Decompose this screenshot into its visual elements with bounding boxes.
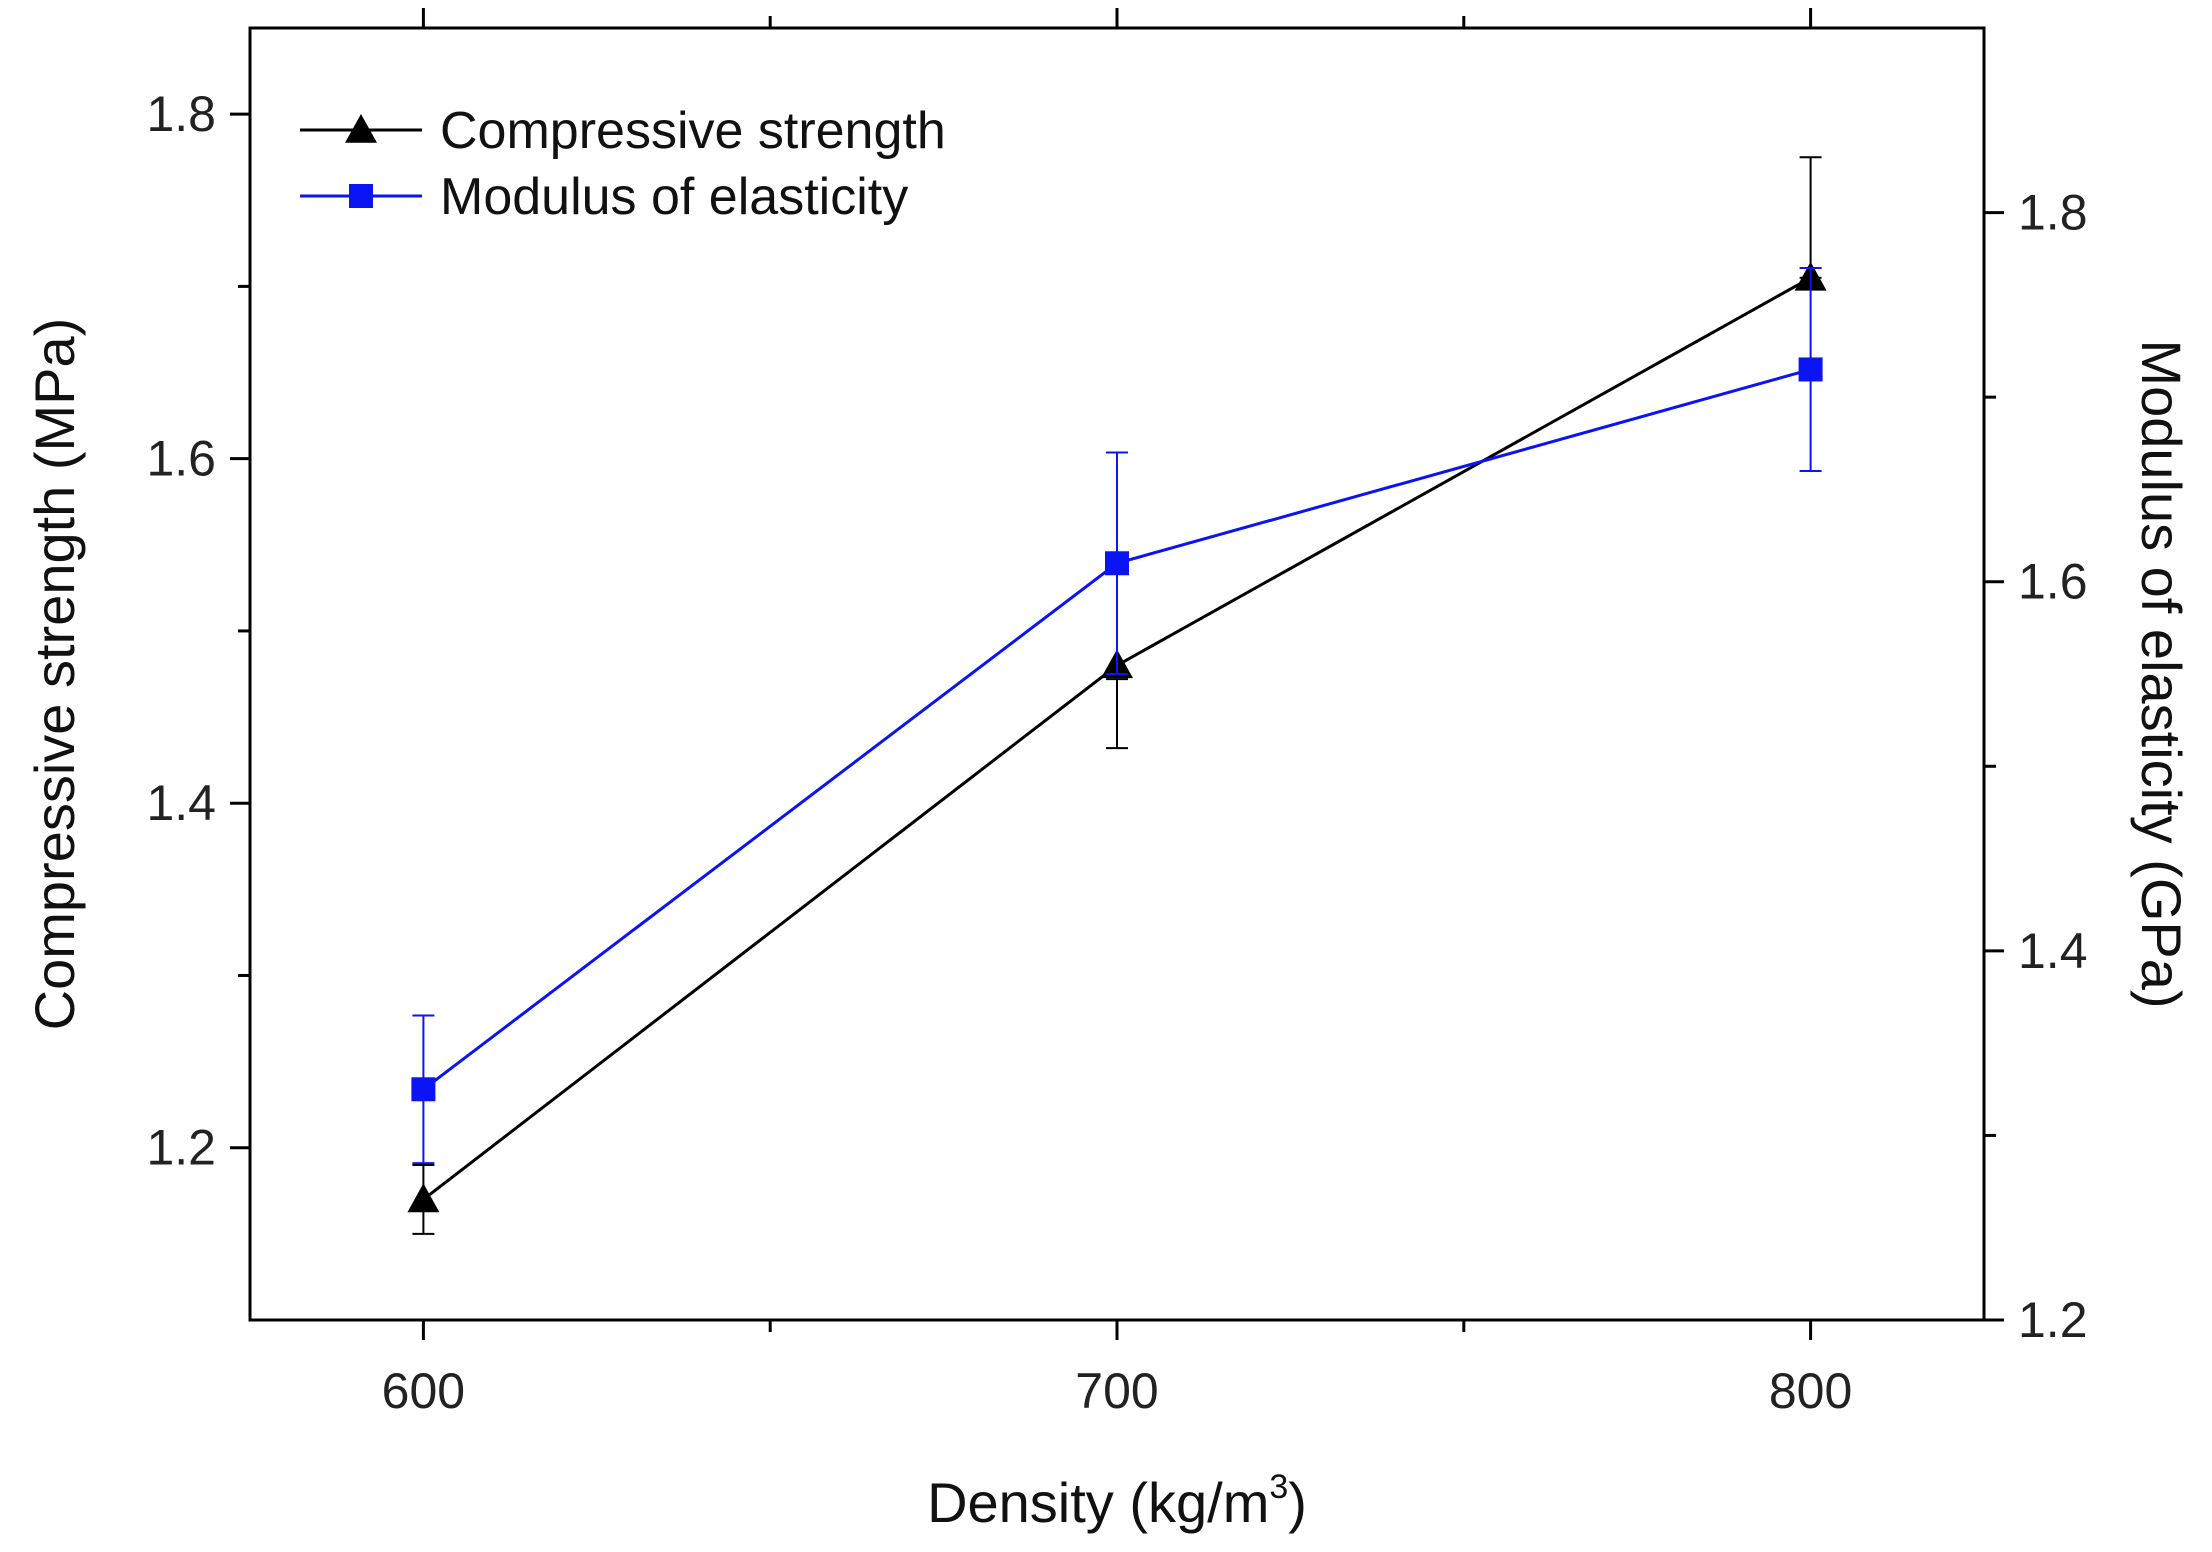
y-left-tick-label: 1.4 <box>146 775 216 831</box>
y-right-tick-label: 1.4 <box>2018 923 2088 979</box>
x-tick-label: 800 <box>1769 1363 1852 1419</box>
x-axis-title: Density (kg/m3) <box>927 1468 1307 1534</box>
tick-labels: 600 700 800 1.2 1.4 1.6 1.8 1.2 1.4 1.6 1.8 <box>146 86 2087 1419</box>
data-point <box>407 1183 440 1213</box>
axis-ticks <box>230 8 2004 1340</box>
y-axis-right-title: Modulus of elasticity (GPa) <box>2130 339 2193 1008</box>
legend-item: Compressive strength <box>300 102 946 160</box>
y-right-tick-label: 1.2 <box>2018 1292 2088 1348</box>
data-point <box>1798 357 1823 382</box>
y-left-tick-label: 1.8 <box>146 86 216 142</box>
legend-marker <box>349 184 373 208</box>
y-left-tick-label: 1.2 <box>146 1120 216 1176</box>
x-axis-title-suffix: ) <box>1288 1471 1307 1534</box>
series-modulus-of-elasticity <box>411 266 1823 1165</box>
data-point <box>1105 551 1129 576</box>
legend: Compressive strength Modulus of elasticit… <box>300 102 946 226</box>
y-right-tick-label: 1.6 <box>2018 554 2088 610</box>
series-layer <box>407 156 1827 1235</box>
x-tick-label: 700 <box>1075 1363 1158 1419</box>
y-right-tick-label: 1.8 <box>2018 185 2088 241</box>
data-point <box>411 1077 436 1102</box>
legend-label: Modulus of elasticity <box>440 168 908 226</box>
x-axis-title-superscript: 3 <box>1269 1468 1288 1506</box>
legend-marker <box>345 114 377 143</box>
series-compressive-strength <box>407 156 1827 1235</box>
y-axis-left-title: Compressive strength (MPa) <box>23 318 86 1031</box>
y-left-tick-label: 1.6 <box>146 431 216 487</box>
legend-item: Modulus of elasticity <box>300 168 908 226</box>
legend-label: Compressive strength <box>440 102 946 160</box>
x-tick-label: 600 <box>382 1363 465 1419</box>
x-axis-title-prefix: Density (kg/m <box>927 1471 1269 1534</box>
